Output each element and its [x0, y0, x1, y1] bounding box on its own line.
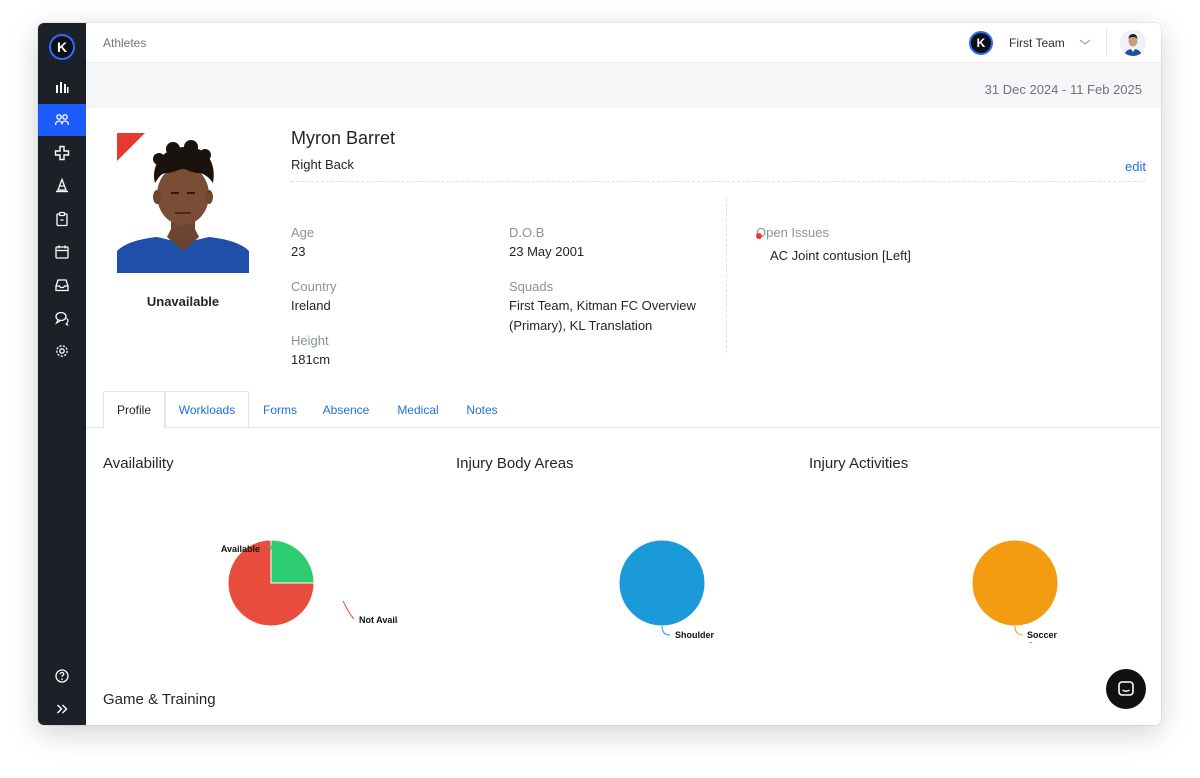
- tab-bar: Profile Workloads Forms Absence Medical …: [103, 391, 1161, 429]
- medical-cross-icon: [54, 145, 70, 161]
- tab-workloads[interactable]: Workloads: [165, 391, 249, 428]
- athletes-icon: [54, 114, 70, 126]
- sidebar: K: [38, 23, 86, 725]
- game-training-title: Game & Training: [103, 691, 216, 708]
- tab-profile[interactable]: Profile: [103, 391, 165, 429]
- user-avatar-image: [1120, 30, 1146, 56]
- team-selector[interactable]: First Team: [1009, 36, 1065, 50]
- open-issues-label: Open Issues: [756, 225, 829, 240]
- tab-notes[interactable]: Notes: [466, 402, 498, 417]
- calendar-icon: [55, 245, 69, 259]
- nav-forms[interactable]: [38, 203, 86, 235]
- age-label: Age: [291, 225, 315, 240]
- date-range-bar: 31 Dec 2024 - 11 Feb 2025: [86, 63, 1161, 108]
- cone-icon: [56, 178, 68, 193]
- nav-settings[interactable]: [38, 335, 86, 367]
- body-areas-title: Injury Body Areas: [456, 455, 574, 472]
- dob-value: 23 May 2001: [509, 244, 585, 259]
- nav-inbox[interactable]: [38, 269, 86, 301]
- top-bar: Athletes K First Team: [86, 23, 1161, 63]
- chat-button[interactable]: [1106, 669, 1146, 709]
- header-divider: [291, 181, 1146, 182]
- pie-label: Not Available: [359, 615, 398, 625]
- edit-link[interactable]: edit: [1125, 159, 1146, 174]
- tab-bar-border: [86, 427, 1161, 428]
- age-value: 23: [291, 244, 306, 259]
- column-divider: [726, 198, 727, 353]
- availability-title: Availability: [103, 455, 174, 472]
- status-flag: [117, 133, 145, 161]
- bar-chart-icon: [56, 82, 69, 93]
- athlete-position: Right Back: [291, 157, 354, 172]
- settings-icon: [56, 345, 68, 357]
- squads-label: Squads: [509, 279, 554, 294]
- nav-analysis[interactable]: [38, 71, 86, 103]
- app-window: K: [38, 23, 1161, 725]
- country-value: Ireland: [291, 298, 331, 313]
- app-logo[interactable]: K: [49, 34, 75, 60]
- nav-messages[interactable]: [38, 302, 86, 334]
- nav-athletes[interactable]: [38, 104, 86, 136]
- topbar-divider: [1106, 29, 1107, 57]
- squads-value-line-1: First Team, Kitman FC Overview: [509, 298, 696, 313]
- height-label: Height: [291, 333, 329, 348]
- tab-absence[interactable]: Absence: [322, 402, 370, 417]
- availability-status: Unavailable: [146, 294, 220, 309]
- pie-label: Shoulder: [675, 630, 714, 640]
- height-value: 181cm: [291, 352, 331, 367]
- chevron-down-icon[interactable]: [1078, 35, 1092, 49]
- breadcrumb[interactable]: Athletes: [103, 36, 147, 50]
- issue-status-dot: [756, 233, 762, 239]
- clipboard-icon: [56, 211, 68, 227]
- activities-chart: SoccerGame: [971, 539, 1059, 643]
- messages-icon: [55, 311, 69, 326]
- tab-forms[interactable]: Forms: [263, 402, 297, 417]
- open-issue-item[interactable]: AC Joint contusion [Left]: [770, 248, 911, 263]
- pie-slice-soccer-game[interactable]: [971, 539, 1059, 627]
- date-range-picker[interactable]: 31 Dec 2024 - 11 Feb 2025: [984, 82, 1142, 97]
- dob-label: D.O.B: [509, 225, 545, 240]
- athlete-profile: Unavailable Myron Barret Right Back edit…: [86, 108, 1161, 725]
- expand-icon: [57, 704, 68, 714]
- squads-value-line-2: (Primary), KL Translation: [509, 318, 653, 333]
- pie-slice-available[interactable]: [270, 539, 315, 584]
- pie-label: Available: [221, 544, 260, 554]
- pie-label-connector: [267, 545, 273, 551]
- athlete-name: Myron Barret: [291, 128, 396, 148]
- pie-label-connector: [1014, 625, 1024, 636]
- pie-label-connector: [342, 600, 355, 620]
- availability-chart: Available Not Available: [221, 539, 398, 627]
- activities-title: Injury Activities: [809, 455, 909, 472]
- country-label: Country: [291, 279, 337, 294]
- nav-expand[interactable]: [38, 693, 86, 725]
- pie-label: Soccer: [1027, 630, 1058, 640]
- nav-help[interactable]: [38, 660, 86, 692]
- body-areas-chart: Shoulder: [618, 539, 714, 640]
- pie-label: Game: [1027, 641, 1052, 643]
- nav-calendar[interactable]: [38, 236, 86, 268]
- nav-planning[interactable]: [38, 170, 86, 202]
- help-icon: [55, 669, 69, 683]
- chat-icon: [1118, 681, 1134, 696]
- team-logo[interactable]: K: [969, 31, 993, 55]
- tab-medical[interactable]: Medical: [397, 402, 439, 417]
- user-avatar[interactable]: [1120, 30, 1146, 56]
- inbox-icon: [55, 279, 69, 292]
- pie-slice-shoulder[interactable]: [618, 539, 706, 627]
- nav-medical[interactable]: [38, 137, 86, 169]
- pie-slice-not-available[interactable]: [227, 539, 315, 627]
- pie-label-connector: [661, 625, 671, 636]
